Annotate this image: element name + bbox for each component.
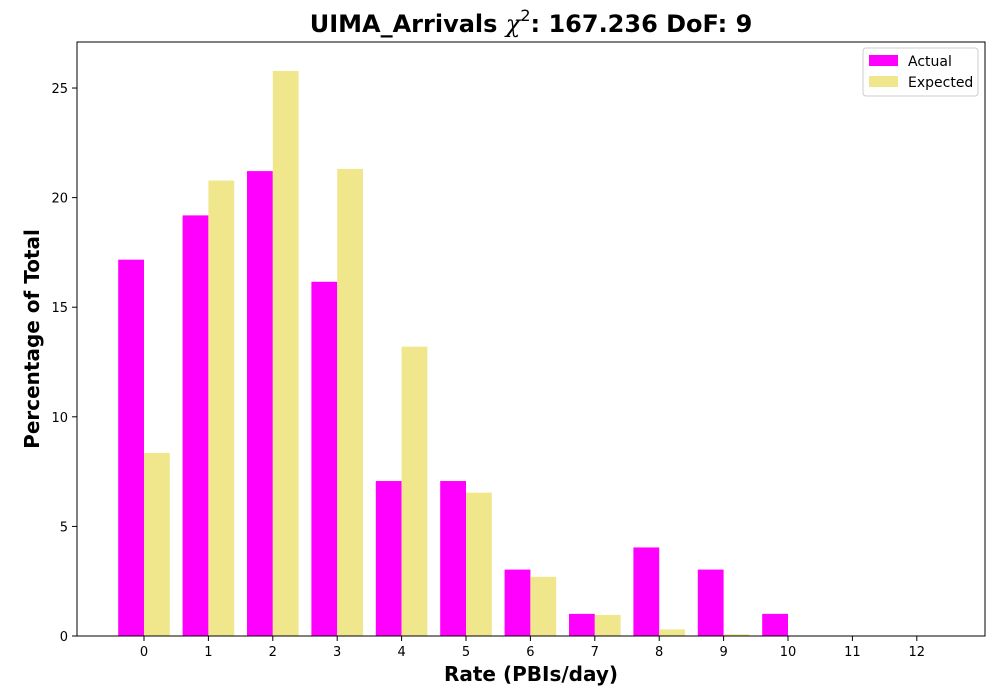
- y-tick-label-10: 10: [51, 411, 68, 426]
- plot-area: [118, 70, 943, 637]
- bar-expected-8: [659, 629, 685, 636]
- bar-actual-2: [247, 171, 273, 636]
- bar-actual-9: [697, 569, 724, 636]
- x-tick-label-3: 3: [333, 645, 341, 660]
- bar-actual-5: [440, 481, 466, 636]
- bar-actual-1: [182, 215, 209, 636]
- x-tick-label-2: 2: [269, 645, 277, 660]
- x-tick-label-0: 0: [140, 645, 148, 660]
- x-axis-label: Rate (PBIs/day): [444, 662, 618, 686]
- bar-actual-6: [504, 569, 531, 636]
- bar-expected-1: [208, 180, 235, 636]
- bar-expected-9: [723, 634, 750, 636]
- plot-frame: [76, 41, 986, 637]
- title-chi-symbol: χ: [504, 10, 522, 38]
- bar-expected-3: [337, 168, 363, 636]
- title-chi-superscript: 2: [520, 6, 530, 25]
- x-tick-label-9: 9: [719, 645, 727, 660]
- bar-actual-8: [633, 547, 660, 636]
- x-tick-label-5: 5: [462, 645, 470, 660]
- y-axis-label: Percentage of Total: [20, 229, 44, 449]
- bar-actual-4: [375, 481, 402, 636]
- bar-actual-0: [118, 259, 144, 636]
- legend: Actual Expected: [862, 47, 979, 97]
- title-suffix: : 167.236 DoF: 9: [531, 10, 753, 38]
- x-tick-label-10: 10: [780, 645, 797, 660]
- x-tick-label-1: 1: [204, 645, 212, 660]
- legend-swatch-expected: [869, 76, 898, 87]
- x-tick-label-12: 12: [909, 645, 926, 660]
- y-tick-label-0: 0: [60, 630, 68, 645]
- bar-expected-2: [272, 70, 299, 637]
- x-tick-label-7: 7: [591, 645, 599, 660]
- bar-actual-3: [311, 281, 338, 636]
- bar-actual-7: [569, 613, 595, 636]
- y-tick-label-25: 25: [51, 82, 68, 97]
- title-prefix: UIMA_Arrivals: [310, 10, 506, 38]
- bar-expected-4: [401, 346, 428, 636]
- bar-actual-10: [762, 613, 788, 636]
- x-tick-label-8: 8: [655, 645, 663, 660]
- bar-expected-6: [530, 576, 557, 636]
- y-tick-label-15: 15: [51, 301, 68, 316]
- y-tick-label-20: 20: [51, 192, 68, 207]
- chart-title: UIMA_Arrivals χ2: 167.236 DoF: 9: [310, 6, 753, 38]
- bar-expected-5: [466, 492, 492, 636]
- y-tick-label-5: 5: [60, 520, 68, 535]
- legend-swatch-actual: [869, 55, 898, 66]
- x-tick-label-11: 11: [844, 645, 861, 660]
- bar-expected-7: [594, 614, 621, 636]
- x-tick-label-4: 4: [397, 645, 405, 660]
- bar-expected-0: [144, 452, 170, 636]
- x-tick-label-6: 6: [526, 645, 534, 660]
- legend-label-actual: Actual: [908, 54, 952, 70]
- legend-label-expected: Expected: [908, 75, 973, 91]
